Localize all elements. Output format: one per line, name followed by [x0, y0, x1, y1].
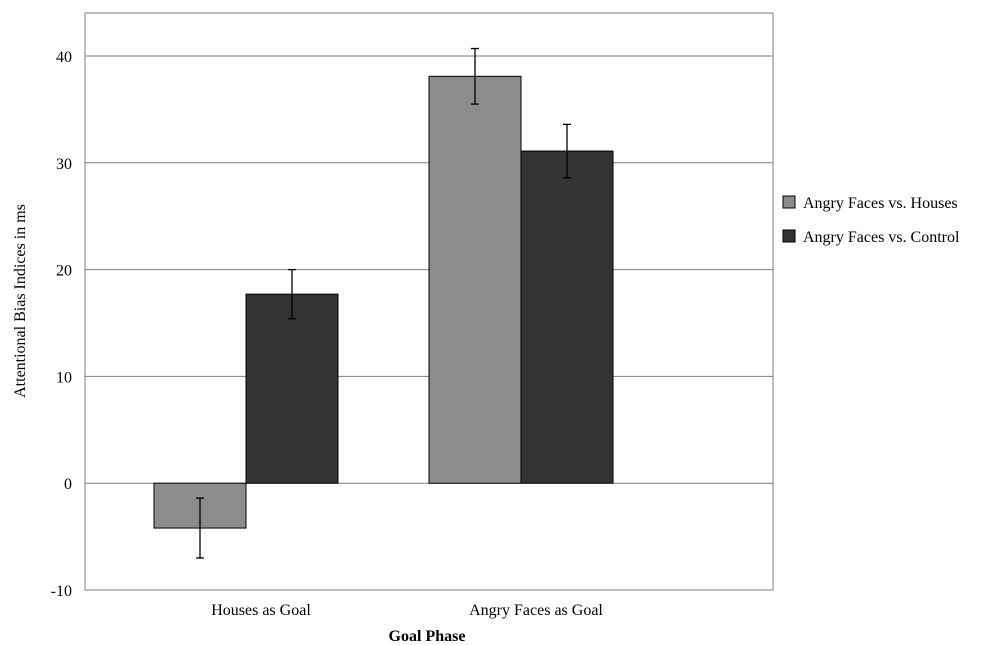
x-axis-title: Goal Phase	[389, 628, 466, 645]
bar-2-1	[245, 293, 339, 484]
error-bar-1-1	[196, 497, 204, 559]
legend-swatch	[782, 195, 796, 209]
error-bar-1-2	[471, 47, 479, 105]
y-tick-label: -10	[51, 583, 72, 600]
x-tick-label: Angry Faces as Goal	[469, 602, 603, 619]
legend-label: Angry Faces vs. Control	[803, 229, 960, 246]
bars	[153, 75, 614, 529]
y-tick-labels: -10 0 10 20 30 40	[51, 49, 72, 600]
legend-item-1: Angry Faces vs. Houses	[782, 195, 958, 212]
bar-2-2	[520, 150, 614, 484]
y-tick-label: 0	[64, 476, 72, 493]
x-tick-labels: Houses as Goal Angry Faces as Goal	[211, 602, 603, 619]
error-bars	[196, 47, 571, 559]
error-bar-2-2	[563, 123, 571, 179]
y-tick-label: 40	[56, 49, 72, 66]
plot-area-frame	[84, 12, 774, 591]
legend-swatch	[782, 229, 796, 243]
legend: Angry Faces vs. Houses Angry Faces vs. Co…	[782, 195, 960, 246]
y-tick-label: 10	[56, 369, 72, 386]
legend-label: Angry Faces vs. Houses	[803, 195, 958, 212]
y-tick-label: 20	[56, 263, 72, 280]
y-axis-title: Attentional Bias Indices in ms	[12, 204, 29, 398]
bar-1-2	[428, 75, 522, 484]
x-tick-label: Houses as Goal	[211, 602, 311, 619]
error-bar-2-1	[288, 268, 296, 320]
y-tick-label: 30	[56, 156, 72, 173]
legend-item-2: Angry Faces vs. Control	[782, 229, 960, 246]
